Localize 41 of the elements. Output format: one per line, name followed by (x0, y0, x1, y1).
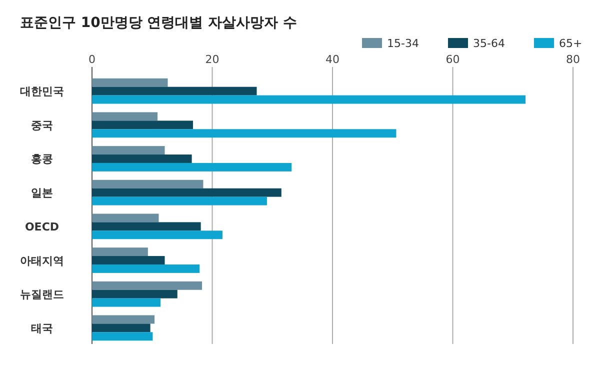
y-tick-label: 아태지역 (20, 254, 64, 268)
bar (92, 112, 158, 121)
bar (92, 281, 202, 290)
legend-label: 35-64 (473, 37, 505, 50)
bar (92, 230, 222, 240)
bar (92, 78, 168, 87)
bar (92, 129, 396, 138)
bar (92, 188, 282, 197)
x-tick-label: 0 (88, 53, 96, 66)
chart-title: 표준인구 10만명당 연령대별 자살사망자 수 (20, 15, 297, 31)
y-tick-label: 일본 (31, 186, 53, 200)
y-tick-label: 태국 (31, 322, 53, 335)
x-tick-label: 40 (326, 53, 340, 66)
bar (92, 315, 155, 324)
bar (92, 95, 526, 104)
bar (92, 214, 159, 222)
bar (92, 332, 153, 341)
y-tick-label: OECD (24, 220, 60, 234)
x-tick-label: 20 (205, 53, 220, 66)
bar (92, 120, 194, 130)
bar (92, 154, 192, 163)
bar (92, 196, 267, 206)
y-tick-label: 뉴질랜드 (20, 288, 64, 302)
bar (92, 324, 150, 332)
bar (92, 248, 148, 256)
x-tick-label: 60 (446, 53, 460, 66)
y-tick-label: 중국 (31, 118, 53, 132)
bar (92, 222, 201, 231)
x-tick-label: 80 (566, 53, 580, 66)
bar (92, 180, 204, 188)
bar (92, 162, 292, 172)
y-tick-label: 홍콩 (31, 152, 53, 166)
bar (92, 146, 165, 155)
bar (92, 290, 178, 298)
bar (92, 298, 161, 307)
bar (92, 256, 165, 264)
legend-label: 15-34 (387, 37, 419, 50)
legend-label: 65+ (559, 37, 582, 50)
bar (92, 86, 257, 96)
bar (92, 264, 200, 273)
y-tick-label: 대한민국 (20, 85, 64, 98)
